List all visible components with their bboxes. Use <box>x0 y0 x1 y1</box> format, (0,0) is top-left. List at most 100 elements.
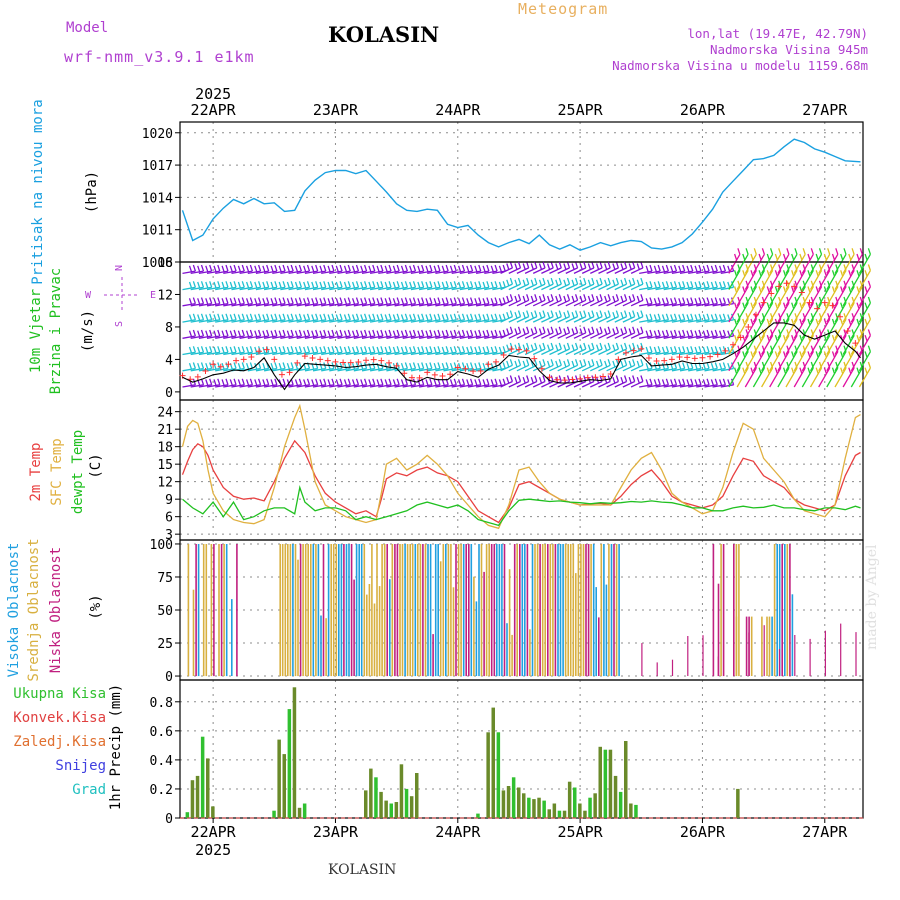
cloud-bar <box>501 544 503 677</box>
cloud-bar <box>773 544 776 677</box>
cloud-bar <box>223 544 225 677</box>
wind-barb <box>337 297 351 307</box>
wind-barb <box>581 310 595 323</box>
wind-barb <box>288 281 303 291</box>
cloud-bar <box>559 544 562 677</box>
gust-marker <box>737 334 744 341</box>
wind-barb <box>443 297 457 307</box>
cloud-bar <box>608 544 610 677</box>
wind-barb <box>206 329 221 339</box>
compass-cross-icon <box>104 277 140 313</box>
wind-barb <box>696 346 710 356</box>
wind-barb <box>688 378 702 388</box>
cloud-bar <box>789 544 791 677</box>
gust-marker <box>538 365 545 372</box>
y-tick-label: 75 <box>157 571 173 586</box>
precip-bar <box>557 810 562 818</box>
wind-barb <box>182 346 197 356</box>
cloud-bar <box>618 544 620 677</box>
cloud-bar <box>511 634 513 676</box>
cloud-bar <box>202 544 205 677</box>
precip-legend-label: Zaledj.Kisa <box>13 734 106 750</box>
wind-barb <box>704 281 718 291</box>
wind-barb <box>190 264 205 275</box>
cloud-bar <box>192 589 195 676</box>
wind-barb <box>345 378 360 388</box>
y-tick-label: 1014 <box>142 191 173 206</box>
wind-barb <box>198 264 213 275</box>
precip-bar <box>486 732 490 818</box>
clouds-grid: 0 25 50 75 100 <box>150 538 863 685</box>
cloud-bar <box>383 544 386 677</box>
wind-barb <box>484 264 498 275</box>
wind-barb <box>190 281 205 291</box>
wind-barb <box>532 261 546 274</box>
model-label: Model <box>66 20 109 36</box>
wind-barb <box>606 277 620 291</box>
wind-barb <box>573 261 587 274</box>
wind-barb <box>614 342 628 356</box>
wind-barb <box>182 313 197 323</box>
wind-barb <box>239 297 254 307</box>
gust-marker <box>508 346 515 353</box>
cloud-bar <box>587 544 590 677</box>
cloud-bar <box>317 544 320 677</box>
wind-barb <box>565 342 579 356</box>
wind-barb <box>500 294 514 307</box>
wind-barb <box>386 281 400 291</box>
wind-barb <box>606 342 620 356</box>
wind-barb <box>696 281 710 291</box>
wind-barb <box>557 310 571 323</box>
cloud-bar <box>350 544 353 677</box>
wind-barb <box>288 297 303 307</box>
wind-barb <box>435 281 449 291</box>
temp-axis-label-t2m: 2m Temp <box>28 442 44 501</box>
wind-barb <box>858 361 872 388</box>
wind-barb <box>688 346 702 356</box>
cloud-bar <box>345 544 348 677</box>
cloud-bar <box>485 544 488 677</box>
wind-barb <box>215 297 229 307</box>
cloud-bar <box>373 603 376 677</box>
gust-marker <box>447 371 454 378</box>
cloud-bar <box>534 544 536 677</box>
wind-barb <box>492 329 506 339</box>
wind-barb <box>752 248 766 274</box>
wind-barb <box>500 310 514 323</box>
y-tick-label: 18 <box>157 441 173 456</box>
wind-barb <box>353 329 368 339</box>
wind-barb <box>647 346 661 356</box>
cloud-bar <box>582 544 585 677</box>
cloud-bar <box>508 569 511 677</box>
cloud-bar <box>605 584 608 677</box>
precip-bar <box>404 788 409 818</box>
wind-barb <box>451 313 466 323</box>
gust-marker <box>233 357 240 364</box>
cloud-bar <box>381 544 383 677</box>
cloud-bar <box>297 559 299 677</box>
wind-grid: 0 4 8 12 16 <box>157 256 826 401</box>
wind-barb <box>215 329 229 339</box>
wind-barb <box>630 375 644 388</box>
wind-barb <box>361 346 376 356</box>
gust-marker <box>454 364 461 371</box>
precip-bar <box>292 687 297 818</box>
cloud-bar <box>564 544 567 677</box>
wind-barb <box>215 346 229 356</box>
wind-barb <box>369 378 384 388</box>
wind-barb <box>728 345 741 372</box>
wind-barb <box>728 313 741 339</box>
cloud-bar <box>284 544 287 677</box>
wind-barb <box>443 313 457 323</box>
wind-barb <box>541 294 554 307</box>
cloud-bar <box>371 544 373 677</box>
gust-marker <box>561 377 568 384</box>
x-bottom-day-label: 22APR <box>191 823 237 841</box>
wind-barb <box>198 378 213 388</box>
x-bottom-day-label: 24APR <box>435 823 481 841</box>
wind-barb <box>459 313 474 323</box>
cloud-bar <box>778 649 781 677</box>
wind-barb <box>524 326 538 339</box>
cloud-bar <box>702 635 704 676</box>
precip-bar <box>369 768 373 818</box>
